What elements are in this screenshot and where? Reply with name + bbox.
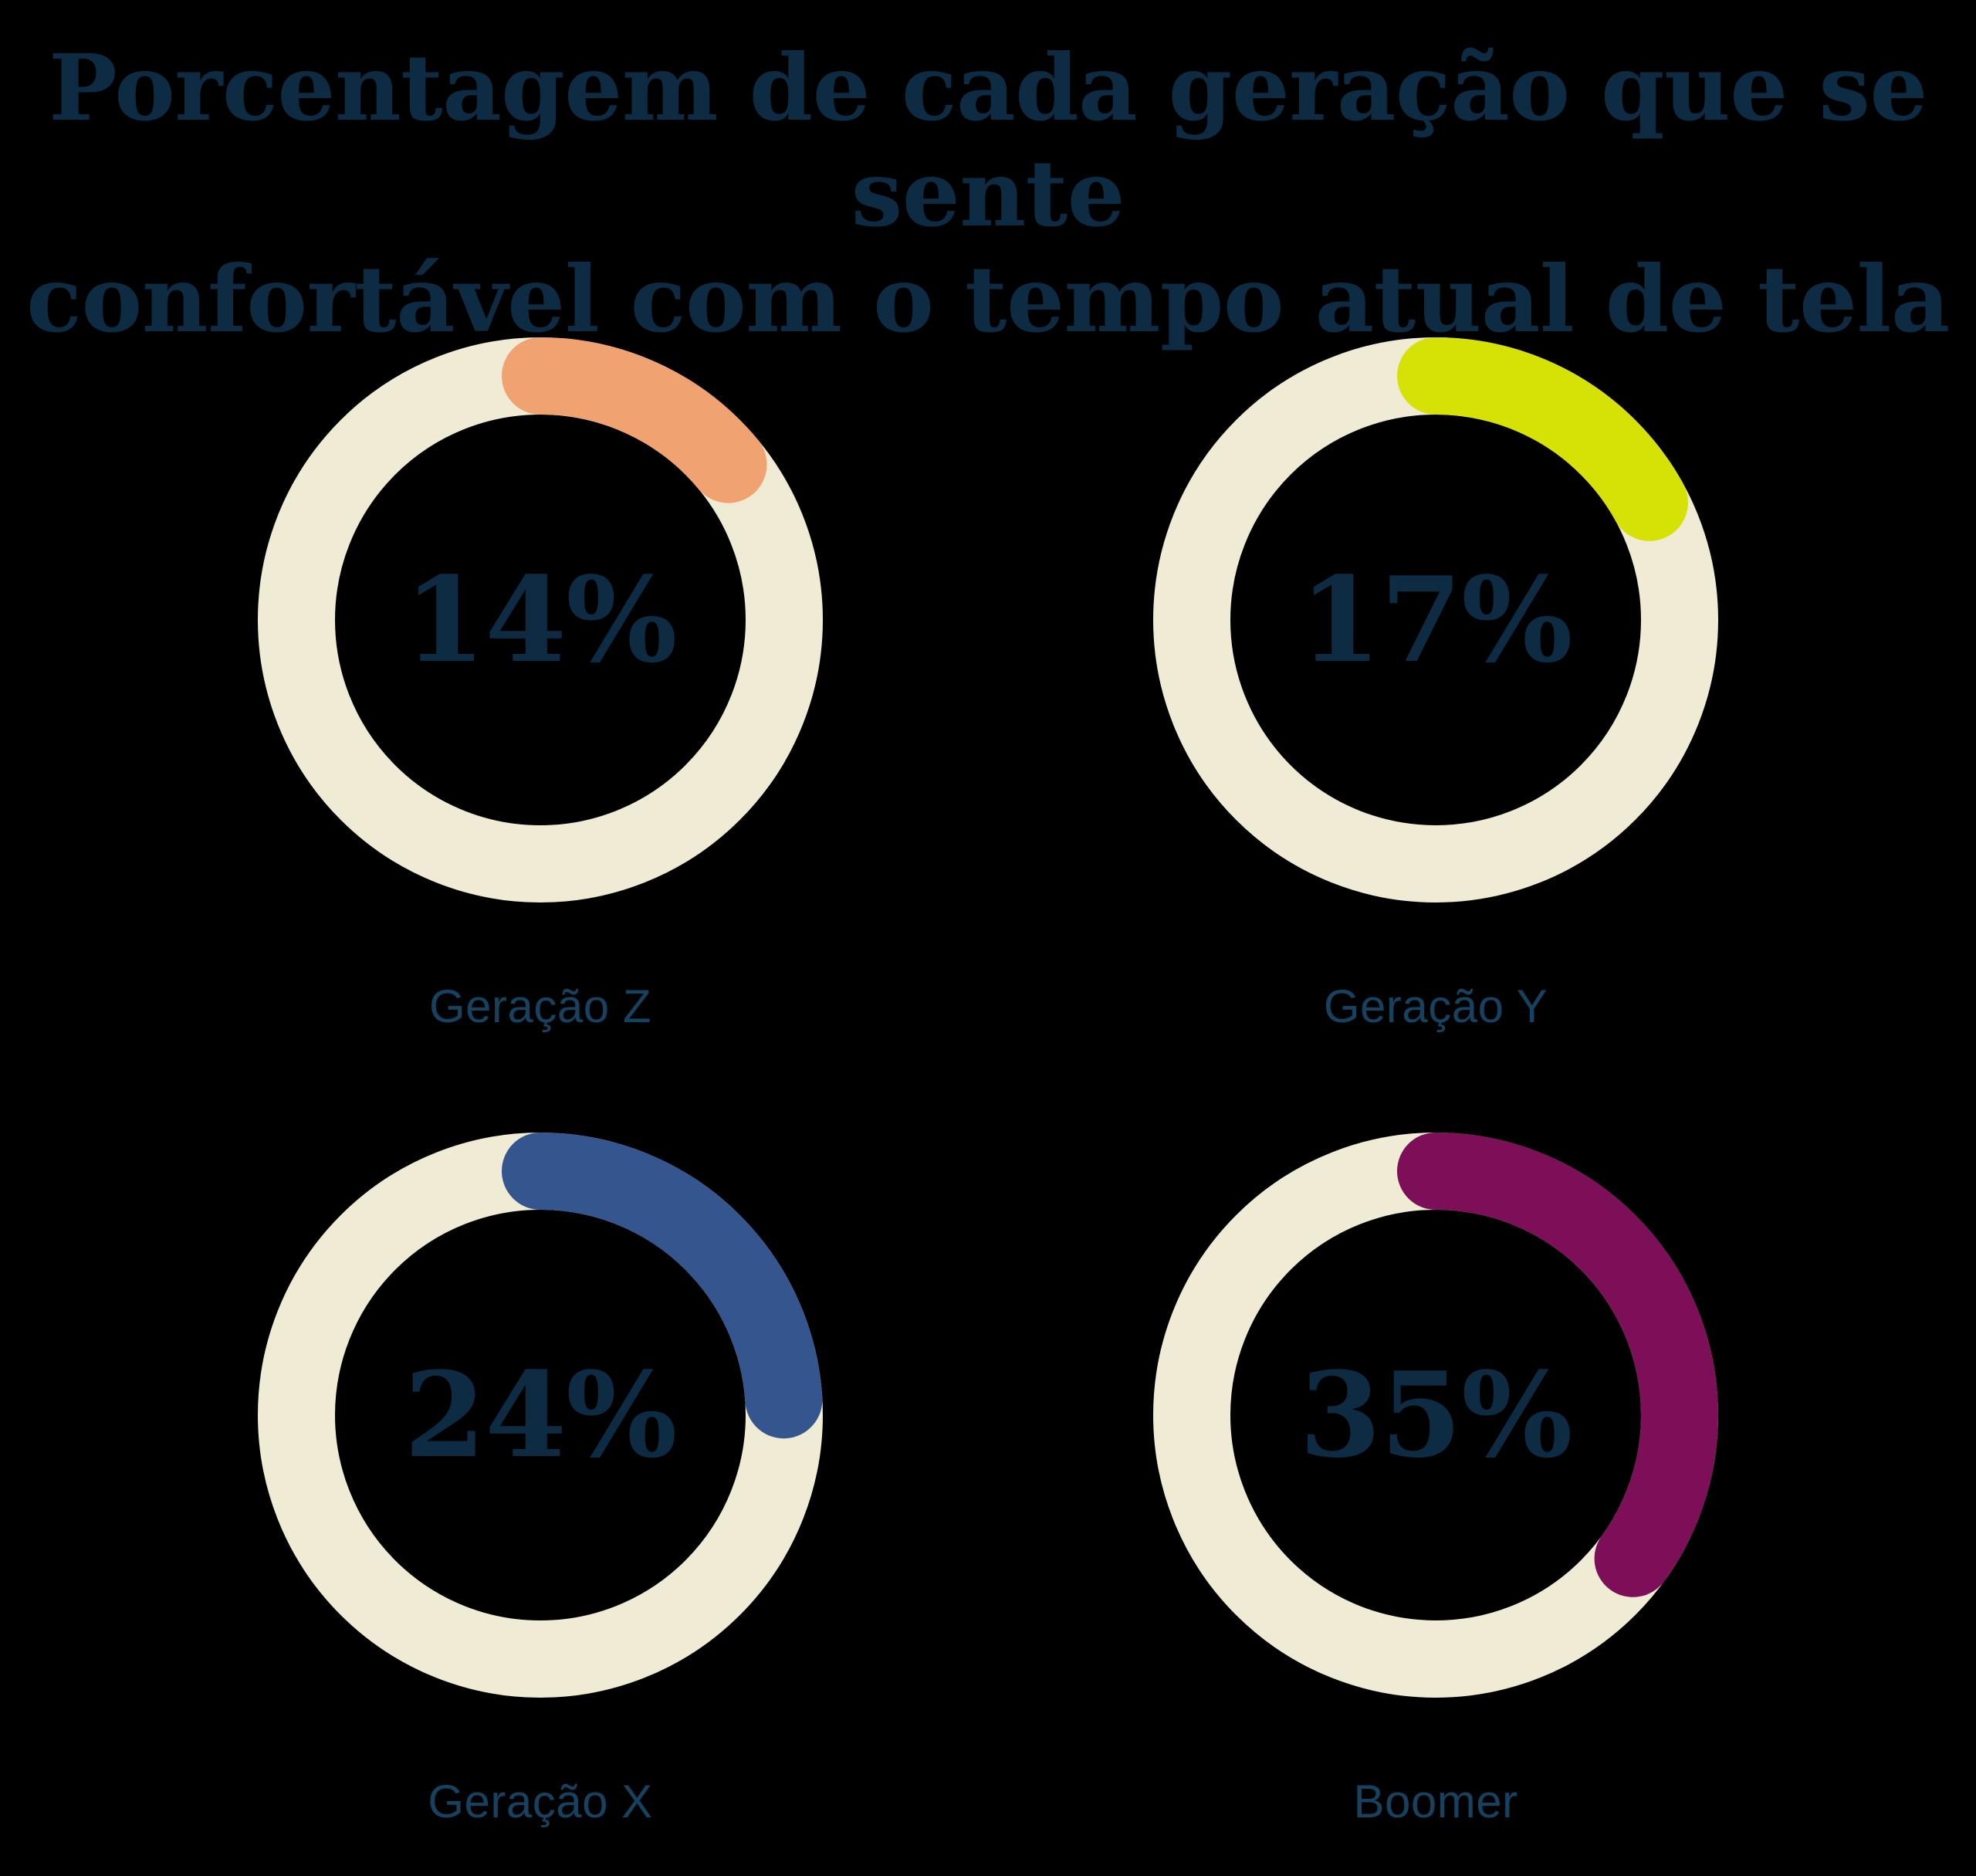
donut-svg-2 xyxy=(258,1133,823,1698)
page-title: Porcentagem de cada geração que se sente… xyxy=(26,34,1950,353)
donut-arc-2 xyxy=(258,1133,823,1698)
donut-chart-3: 35% xyxy=(1153,1133,1718,1698)
donut-label-3: Boomer xyxy=(1353,1776,1518,1827)
donut-card-geracao-y: 17% Geração Y xyxy=(988,309,1883,1081)
donut-card-geracao-x: 24% Geração X xyxy=(93,1104,988,1876)
donut-svg-3 xyxy=(1153,1133,1718,1698)
donut-arc-1 xyxy=(1153,337,1718,902)
donut-label-1: Geração Y xyxy=(1323,980,1548,1032)
donut-card-boomer: 35% Boomer xyxy=(988,1104,1883,1876)
donut-arc-0 xyxy=(258,337,823,902)
donut-chart-2: 24% xyxy=(258,1133,823,1698)
donut-label-0: Geração Z xyxy=(429,980,651,1032)
donut-chart-1: 17% xyxy=(1153,337,1718,902)
donut-card-geracao-z: 14% Geração Z xyxy=(93,309,988,1081)
donut-svg-1 xyxy=(1153,337,1718,902)
donut-grid: 14% Geração Z 17% Geração Y 24% xyxy=(0,309,1976,1853)
donut-arc-3 xyxy=(1153,1133,1718,1698)
donut-chart-0: 14% xyxy=(258,337,823,902)
donut-label-2: Geração X xyxy=(428,1776,653,1827)
donut-svg-0 xyxy=(258,337,823,902)
